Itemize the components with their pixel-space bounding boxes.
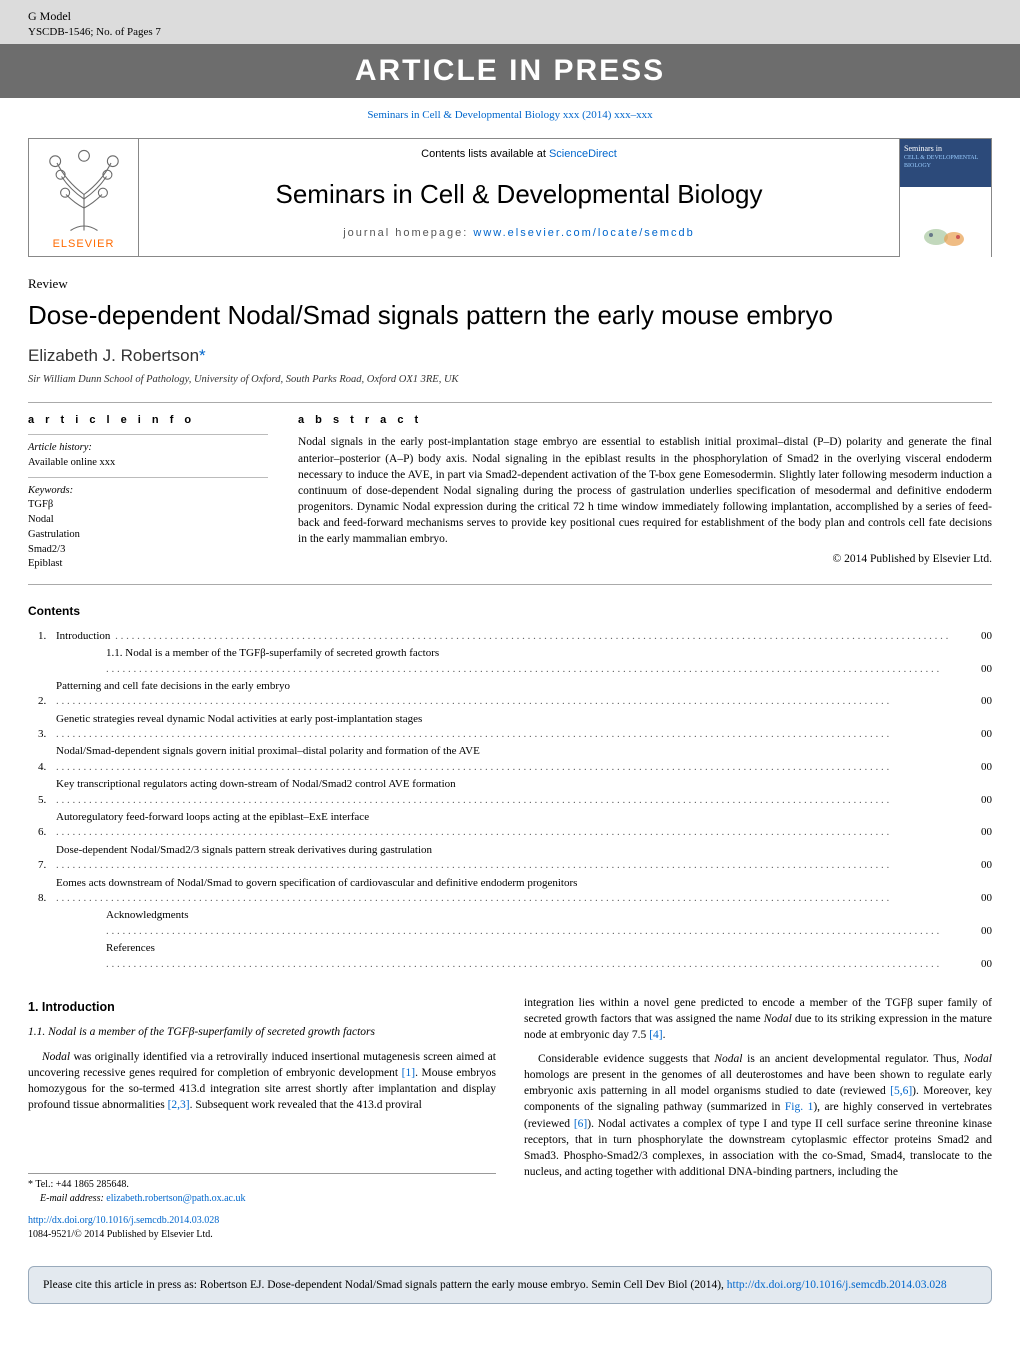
ref-2-3-link[interactable]: [2,3] bbox=[168, 1099, 190, 1111]
toc-row: 2.Patterning and cell fate decisions in … bbox=[28, 678, 992, 711]
fig-1-link[interactable]: Fig. 1 bbox=[785, 1101, 813, 1113]
toc-row: 3.Genetic strategies reveal dynamic Noda… bbox=[28, 711, 992, 744]
running-header: G Model YSCDB-1546; No. of Pages 7 bbox=[0, 0, 1020, 44]
toc-row: References 00 bbox=[28, 940, 992, 973]
toc-row: Acknowledgments 00 bbox=[28, 907, 992, 940]
keywords-list: TGFβ Nodal Gastrulation Smad2/3 Epiblast bbox=[28, 498, 268, 571]
please-cite-box: Please cite this article in press as: Ro… bbox=[28, 1266, 992, 1304]
doi-block: http://dx.doi.org/10.1016/j.semcdb.2014.… bbox=[28, 1214, 496, 1242]
article-title: Dose-dependent Nodal/Smad signals patter… bbox=[28, 297, 992, 333]
citebox-doi-link[interactable]: http://dx.doi.org/10.1016/j.semcdb.2014.… bbox=[727, 1279, 947, 1291]
citation-link[interactable]: Seminars in Cell & Developmental Biology… bbox=[367, 109, 652, 121]
tree-icon bbox=[39, 145, 129, 235]
right-paragraph-1: integration lies within a novel gene pre… bbox=[524, 995, 992, 1043]
toc-row: 7.Dose-dependent Nodal/Smad2/3 signals p… bbox=[28, 842, 992, 875]
abstract-text: Nodal signals in the early post-implanta… bbox=[298, 434, 992, 547]
info-heading: a r t i c l e i n f o bbox=[28, 413, 268, 428]
toc-row: 5.Key transcriptional regulators acting … bbox=[28, 776, 992, 809]
elsevier-logo: ELSEVIER bbox=[29, 139, 139, 256]
ref-6-link[interactable]: [6] bbox=[574, 1118, 587, 1130]
abstract-heading: a b s t r a c t bbox=[298, 413, 992, 428]
journal-masthead: ELSEVIER Contents lists available at Sci… bbox=[28, 138, 992, 257]
intro-paragraph: Nodal was originally identified via a re… bbox=[28, 1049, 496, 1113]
table-of-contents: 1.Introduction 001.1. Nodal is a member … bbox=[28, 628, 992, 973]
doi-link[interactable]: http://dx.doi.org/10.1016/j.semcdb.2014.… bbox=[28, 1215, 219, 1226]
journal-citation: Seminars in Cell & Developmental Biology… bbox=[0, 98, 1020, 137]
cover-art-icon bbox=[916, 217, 976, 257]
history-label: Article history: bbox=[28, 441, 268, 456]
toc-row: 1.1. Nodal is a member of the TGFβ-super… bbox=[28, 645, 992, 678]
footnotes: * Tel.: +44 1865 285648. E-mail address:… bbox=[28, 1173, 496, 1206]
affiliation: Sir William Dunn School of Pathology, Un… bbox=[28, 373, 992, 388]
right-column: integration lies within a novel gene pre… bbox=[524, 995, 992, 1242]
author-name: Elizabeth J. Robertson* bbox=[28, 344, 992, 368]
ref-5-6-link[interactable]: [5,6] bbox=[890, 1085, 912, 1097]
copyright: © 2014 Published by Elsevier Ltd. bbox=[298, 551, 992, 567]
abstract: a b s t r a c t Nodal signals in the ear… bbox=[298, 413, 992, 572]
sciencedirect-link[interactable]: ScienceDirect bbox=[549, 148, 617, 160]
gmodel-label: G Model bbox=[28, 8, 992, 25]
article-type: Review bbox=[28, 275, 992, 293]
left-column: 1. Introduction 1.1. Nodal is a member o… bbox=[28, 995, 496, 1242]
issn-line: 1084-9521/© 2014 Published by Elsevier L… bbox=[28, 1228, 496, 1242]
toc-row: 6.Autoregulatory feed-forward loops acti… bbox=[28, 809, 992, 842]
toc-row: 8.Eomes acts downstream of Nodal/Smad to… bbox=[28, 875, 992, 908]
journal-homepage: journal homepage: www.elsevier.com/locat… bbox=[149, 226, 889, 241]
email-link[interactable]: elizabeth.robertson@path.ox.ac.uk bbox=[106, 1193, 245, 1204]
keywords-label: Keywords: bbox=[28, 484, 268, 499]
ref-4-link[interactable]: [4] bbox=[649, 1029, 662, 1041]
email-label: E-mail address: bbox=[40, 1193, 106, 1204]
corresponding-star: * bbox=[199, 346, 206, 365]
homepage-link[interactable]: www.elsevier.com/locate/semcdb bbox=[473, 227, 694, 239]
article-ref: YSCDB-1546; No. of Pages 7 bbox=[28, 25, 992, 40]
contents-heading: Contents bbox=[28, 603, 992, 620]
history-value: Available online xxx bbox=[28, 456, 268, 471]
tel-footnote: * Tel.: +44 1865 285648. bbox=[28, 1178, 496, 1192]
right-paragraph-2: Considerable evidence suggests that Noda… bbox=[524, 1051, 992, 1180]
article-info: a r t i c l e i n f o Article history: A… bbox=[28, 413, 268, 572]
journal-cover-thumb: Seminars in CELL & DEVELOPMENTAL BIOLOGY bbox=[899, 139, 991, 256]
article-in-press-banner: ARTICLE IN PRESS bbox=[0, 44, 1020, 98]
contents-lists: Contents lists available at ScienceDirec… bbox=[149, 147, 889, 162]
ref-1-link[interactable]: [1] bbox=[402, 1067, 415, 1079]
toc-row: 1.Introduction 00 bbox=[28, 628, 992, 645]
toc-row: 4.Nodal/Smad-dependent signals govern in… bbox=[28, 743, 992, 776]
section-1-heading: 1. Introduction bbox=[28, 999, 496, 1017]
elsevier-wordmark: ELSEVIER bbox=[53, 237, 115, 252]
section-1-1-heading: 1.1. Nodal is a member of the TGFβ-super… bbox=[28, 1024, 496, 1040]
journal-title: Seminars in Cell & Developmental Biology bbox=[149, 176, 889, 212]
